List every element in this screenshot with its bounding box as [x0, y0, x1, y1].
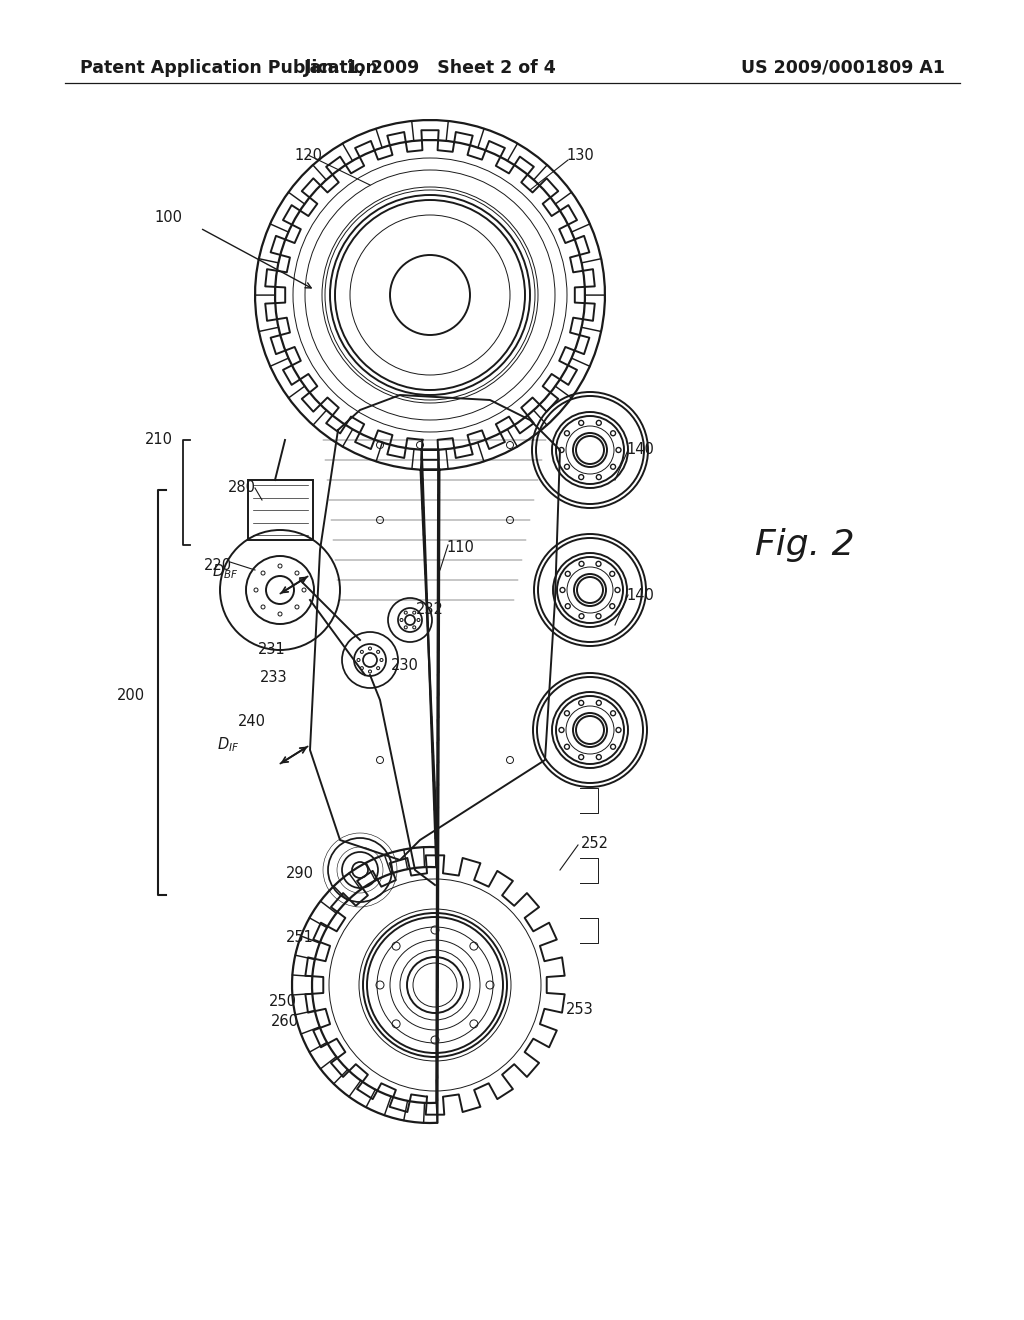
Text: 260: 260 [271, 1015, 299, 1030]
Text: $D_{BF}$: $D_{BF}$ [212, 562, 239, 581]
Text: 140: 140 [626, 442, 654, 458]
Text: Fig. 2: Fig. 2 [755, 528, 855, 562]
Text: 290: 290 [286, 866, 314, 880]
Text: 140: 140 [626, 587, 654, 602]
Text: 280: 280 [228, 480, 256, 495]
Text: 253: 253 [566, 1002, 594, 1018]
Text: 231: 231 [258, 643, 286, 657]
Text: 130: 130 [566, 148, 594, 162]
Text: 251: 251 [286, 931, 314, 945]
Text: Jan. 1, 2009   Sheet 2 of 4: Jan. 1, 2009 Sheet 2 of 4 [304, 59, 556, 77]
Text: 200: 200 [117, 688, 145, 702]
Text: 252: 252 [581, 836, 609, 850]
Text: 250: 250 [269, 994, 297, 1010]
Text: 220: 220 [204, 557, 232, 573]
Text: Patent Application Publication: Patent Application Publication [80, 59, 378, 77]
Text: US 2009/0001809 A1: US 2009/0001809 A1 [741, 59, 945, 77]
Text: 210: 210 [145, 433, 173, 447]
Text: 232: 232 [416, 602, 444, 618]
Text: 100: 100 [154, 210, 182, 226]
Text: 120: 120 [294, 148, 322, 162]
Text: 240: 240 [238, 714, 266, 730]
Text: 230: 230 [391, 657, 419, 672]
Text: 110: 110 [446, 540, 474, 556]
Text: 233: 233 [260, 671, 288, 685]
Text: $D_{IF}$: $D_{IF}$ [217, 735, 240, 754]
